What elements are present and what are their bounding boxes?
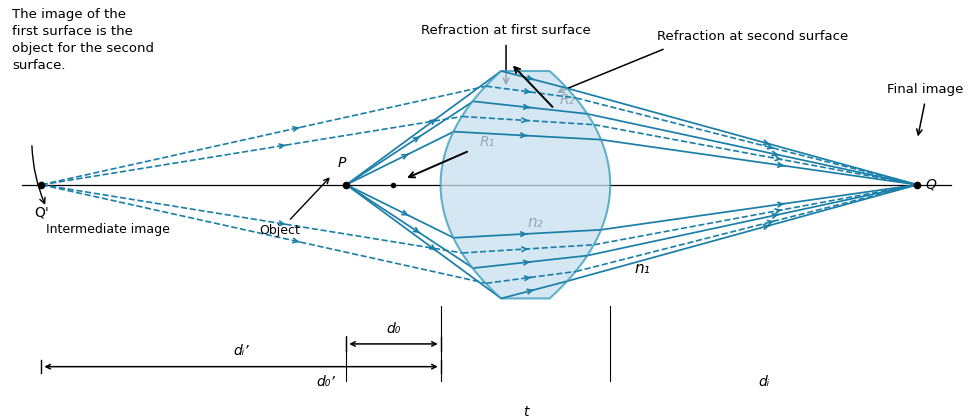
- Text: Refraction at first surface: Refraction at first surface: [422, 24, 590, 37]
- Text: P: P: [338, 156, 346, 170]
- Text: Q: Q: [925, 178, 936, 192]
- Text: Object: Object: [260, 178, 329, 237]
- Text: d₀’: d₀’: [316, 375, 335, 389]
- Text: R₁: R₁: [479, 135, 495, 149]
- Text: dᵢ’: dᵢ’: [233, 344, 249, 358]
- Text: The image of the
first surface is the
object for the second
surface.: The image of the first surface is the ob…: [13, 8, 154, 72]
- Text: d₀: d₀: [386, 322, 401, 336]
- Text: t: t: [522, 405, 528, 416]
- Polygon shape: [440, 71, 610, 298]
- Text: dᵢ: dᵢ: [758, 375, 769, 389]
- Text: Intermediate image: Intermediate image: [46, 223, 170, 235]
- Text: Q': Q': [34, 206, 49, 220]
- Text: Refraction at second surface: Refraction at second surface: [657, 30, 848, 42]
- Text: n₁: n₁: [634, 260, 650, 276]
- Text: Final image: Final image: [887, 83, 963, 96]
- Text: R₂: R₂: [559, 93, 575, 107]
- Text: n₂: n₂: [527, 215, 543, 230]
